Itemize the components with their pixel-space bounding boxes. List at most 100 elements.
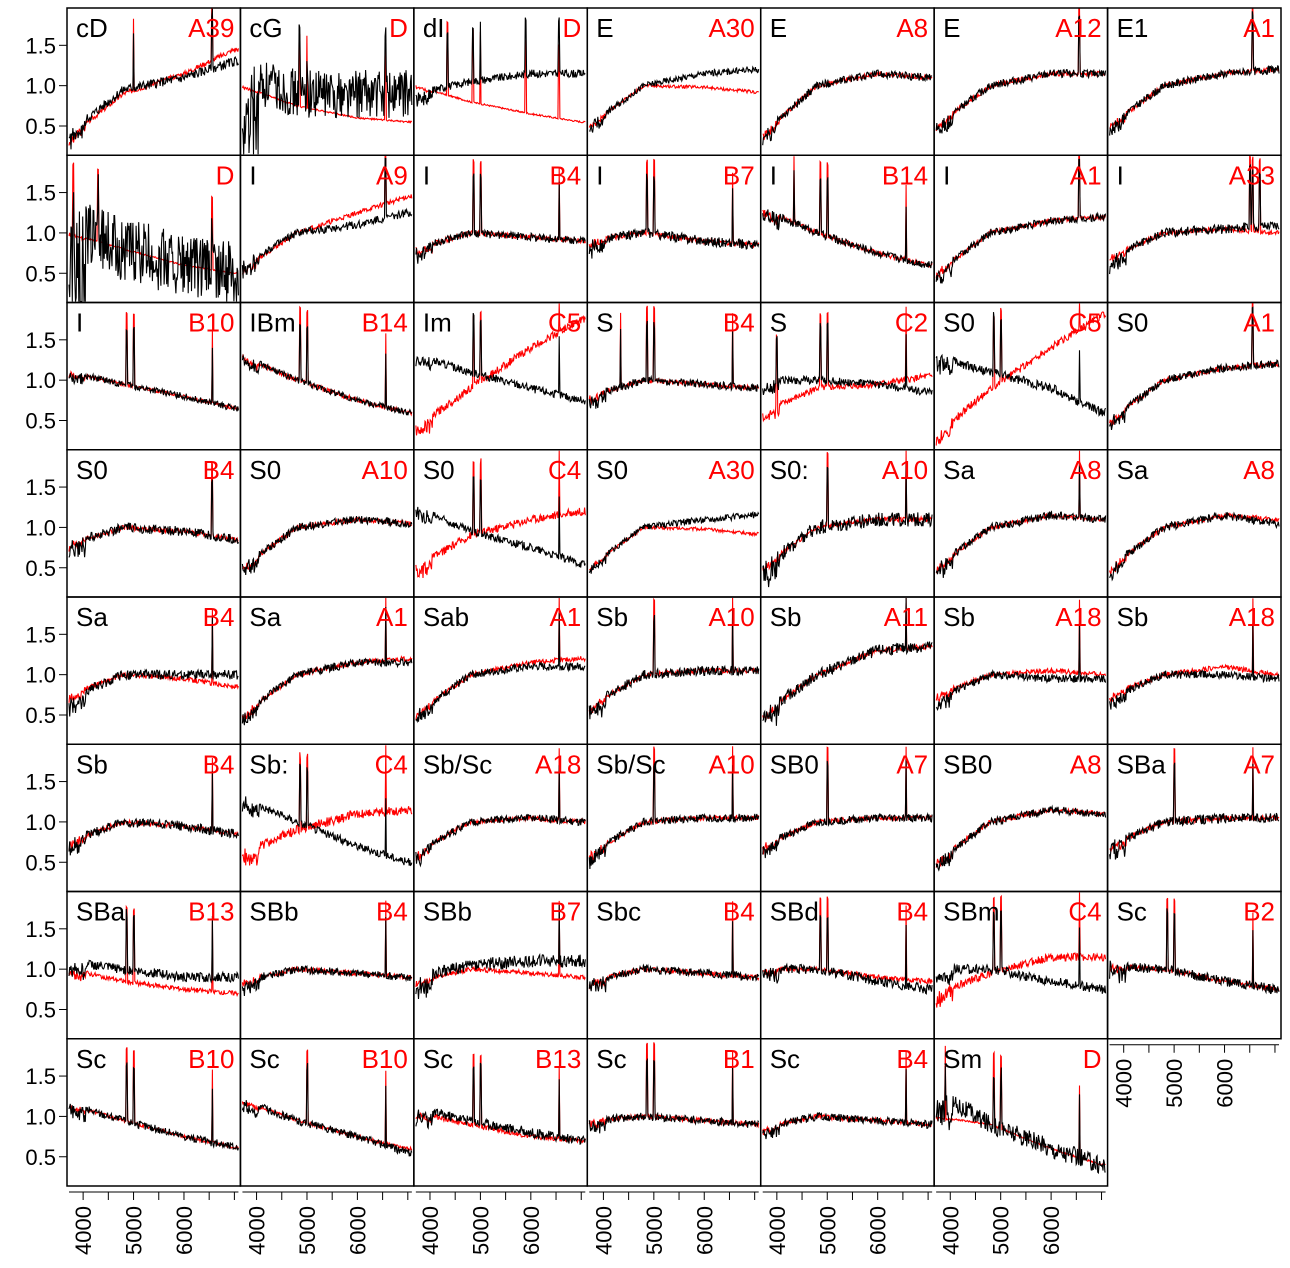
panel-morph-label: Sb	[1117, 602, 1149, 632]
spectrum-panel: S B4	[586, 301, 762, 451]
x-tick-label: 6000	[1039, 1206, 1064, 1255]
panel-template-label: B10	[188, 308, 234, 338]
observed-spectrum-line	[68, 908, 239, 984]
template-spectrum-line	[415, 1053, 586, 1144]
x-tick-label: 5000	[468, 1206, 493, 1255]
panel-morph-label: S0:	[770, 455, 809, 485]
template-spectrum-line	[415, 597, 586, 721]
observed-spectrum-line	[762, 69, 933, 146]
y-tick-label: 1.5	[25, 181, 56, 206]
x-axis: 4000 5000 6000	[1109, 1044, 1279, 1108]
spectrum-panel: cD A39	[66, 7, 242, 156]
panel-morph-label: SB0	[770, 749, 819, 779]
y-tick-label: 0.5	[25, 998, 56, 1023]
template-spectrum-line	[935, 599, 1107, 703]
y-tick-label: 0.5	[25, 850, 56, 875]
spectrum-panel: S0 A30	[586, 449, 762, 598]
spectrum-panel: Sc B10	[239, 1038, 415, 1187]
observed-spectrum-line	[241, 157, 413, 279]
panel-morph-label: E	[943, 13, 960, 43]
spectrum-panel: SBb B4	[239, 890, 415, 1040]
panel-morph-label: Sc	[423, 1044, 453, 1074]
spectrum-panel: S0: A10	[759, 449, 935, 598]
panel-template-label: B14	[882, 160, 928, 190]
observed-spectrum-line	[588, 1057, 760, 1134]
observed-spectrum-line	[1109, 11, 1280, 136]
panel-morph-label: Sm	[943, 1044, 982, 1074]
observed-spectrum-line	[588, 763, 760, 870]
panel-template-label: A33	[1229, 160, 1275, 190]
panel-morph-label: SB0	[943, 749, 992, 779]
observed-spectrum-line	[415, 765, 586, 868]
panel-template-label: C5	[548, 308, 581, 338]
panel-morph-label: I	[770, 160, 777, 190]
x-axis: 4000 5000 6000	[762, 1191, 933, 1255]
observed-spectrum-line	[415, 312, 586, 405]
panel-morph-label: Sc	[770, 1044, 800, 1074]
panel-morph-label: S0	[943, 308, 975, 338]
panel-morph-label: Sb	[76, 749, 108, 779]
spectrum-panel: Sb/Sc A10	[586, 743, 762, 893]
observed-spectrum-line	[415, 1062, 586, 1145]
panel-template-label: B4	[203, 602, 235, 632]
spectrum-panel: D	[66, 154, 242, 304]
panel-template-label: A11	[884, 602, 928, 632]
panel-morph-label: Sb	[770, 602, 802, 632]
panel-morph-label: Sa	[1117, 455, 1149, 485]
spectrum-panel: SBm C4	[933, 890, 1109, 1040]
panel-template-label: A8	[896, 13, 928, 43]
spectrum-panel: SBa A7	[1106, 743, 1282, 893]
panel-template-label: A18	[535, 749, 581, 779]
panel-morph-label: SBa	[1117, 749, 1167, 779]
panel-morph-label: I	[423, 160, 430, 190]
x-tick-label: 4000	[938, 1206, 963, 1255]
observed-spectrum-line	[1109, 306, 1280, 430]
observed-spectrum-line	[68, 8, 239, 150]
spectrum-panel: cG D	[239, 7, 415, 156]
panel-morph-label: I	[1117, 160, 1124, 190]
observed-spectrum-line	[762, 170, 933, 269]
y-axis: 0.5 1.0 1.5	[25, 9, 68, 156]
spectrum-panel: I B4	[413, 154, 589, 304]
observed-spectrum-line	[68, 616, 239, 717]
spectrum-panel: Sc B1	[586, 1038, 762, 1187]
observed-spectrum-line	[762, 597, 933, 726]
spectrum-panel: I A1	[933, 154, 1109, 304]
spectrum-panel: Sb A10	[586, 596, 762, 745]
x-tick-label: 6000	[692, 1206, 717, 1255]
panel-morph-label: E	[596, 13, 613, 43]
y-tick-label: 1.5	[25, 622, 56, 647]
panel-morph-label: Im	[423, 308, 452, 338]
y-tick-label: 1.0	[25, 221, 56, 246]
x-tick-label: 5000	[1162, 1059, 1187, 1108]
observed-spectrum-line	[1109, 163, 1280, 275]
spectrum-panel: Sb: C4	[239, 743, 415, 893]
panel-template-label: A1	[1243, 13, 1275, 43]
spectrum-panel: SBd B4	[759, 890, 935, 1040]
y-tick-label: 1.5	[25, 33, 56, 58]
y-tick-label: 1.5	[25, 1064, 56, 1089]
panel-morph-label: SBa	[76, 897, 126, 927]
spectrum-panel: Sb B4	[66, 743, 242, 893]
panel-template-label: B7	[549, 897, 581, 927]
observed-spectrum-line	[935, 910, 1107, 994]
x-axis: 4000 5000 6000	[242, 1191, 412, 1255]
y-axis: 0.5 1.0 1.5	[25, 156, 68, 303]
observed-spectrum-line	[935, 15, 1107, 134]
observed-spectrum-line	[588, 173, 760, 259]
template-spectrum-line	[241, 516, 412, 573]
panel-morph-label: SBb	[249, 897, 298, 927]
panel-morph-label: dI	[423, 13, 445, 43]
panel-template-label: A39	[188, 13, 234, 43]
observed-spectrum-line	[241, 1063, 413, 1157]
spectrum-panel: Sbc B4	[586, 890, 762, 1040]
panel-morph-label: Sb/Sc	[423, 749, 492, 779]
template-spectrum-line	[415, 303, 586, 436]
spectrum-panel: IBm B14	[239, 301, 415, 451]
x-tick-label: 4000	[591, 1206, 616, 1255]
observed-spectrum-line	[762, 759, 933, 859]
spectrum-panel: I B14	[759, 154, 935, 304]
x-axis: 4000 5000 6000	[589, 1191, 759, 1255]
spectrum-panel: I A9	[239, 154, 415, 304]
panel-template-label: B4	[203, 749, 235, 779]
